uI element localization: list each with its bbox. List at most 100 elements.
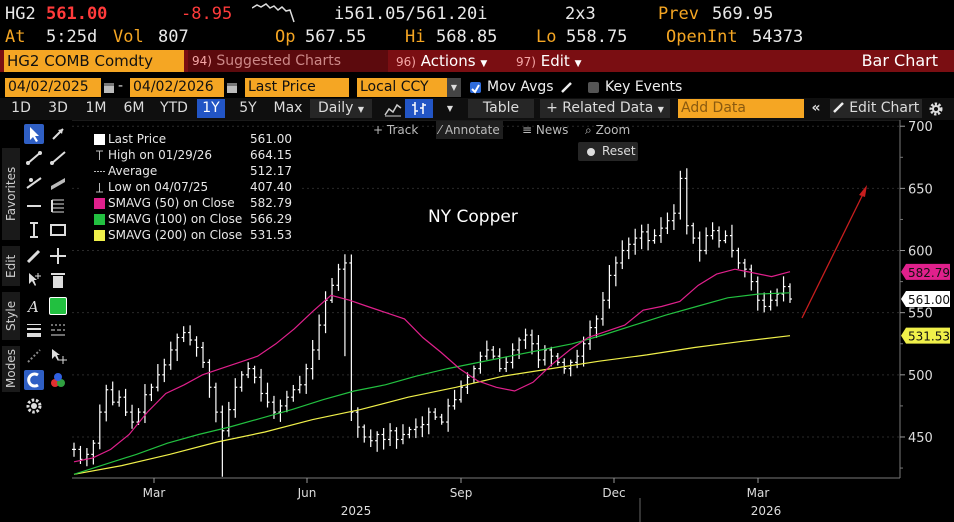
tf-button-1m[interactable]: 1M xyxy=(85,100,107,116)
annotate-label: Annotate xyxy=(444,123,500,137)
start-date-field[interactable]: 04/02/2025 xyxy=(5,78,101,97)
actions-button[interactable]: 96) Actions ▼ xyxy=(392,50,508,72)
calendar-icon[interactable] xyxy=(103,80,115,94)
chevron-down-icon[interactable]: ▼ xyxy=(446,104,454,113)
x-year-label: 2025 xyxy=(341,504,372,518)
zoom-button[interactable]: ⌕ Zoom xyxy=(585,121,630,139)
font-style-button[interactable]: A xyxy=(24,296,44,316)
pencil-icon[interactable] xyxy=(561,81,573,93)
news-button[interactable]: ≡ News xyxy=(522,121,568,139)
trend-line-icon xyxy=(26,151,42,165)
channel-tool[interactable] xyxy=(24,172,44,192)
line-style-button[interactable] xyxy=(48,320,68,340)
gridlines xyxy=(72,125,900,438)
price-bar xyxy=(652,229,657,244)
price-bar xyxy=(729,224,734,258)
drawing-toolbar: Favorites Edit Style Modes A xyxy=(0,120,72,420)
currency-select[interactable]: Local CCY xyxy=(357,78,447,97)
security-input[interactable]: HG2 COMB Comdty xyxy=(4,50,184,72)
cursor-plus-icon xyxy=(29,273,41,286)
rectangle-tool[interactable] xyxy=(48,220,68,240)
trend-arrow[interactable] xyxy=(801,187,867,319)
tab-edit[interactable]: Edit xyxy=(2,246,20,286)
x-year-label: 2026 xyxy=(751,504,782,518)
fibonacci-tool[interactable] xyxy=(48,196,68,216)
end-date-field[interactable]: 04/02/2026 xyxy=(130,78,224,97)
pointer-tool[interactable] xyxy=(24,124,44,144)
chevron-down-icon[interactable]: ▼ xyxy=(447,78,461,97)
tf-button-5y[interactable]: 5Y xyxy=(239,100,257,116)
add-point-tool[interactable] xyxy=(24,270,44,290)
magnet-mode[interactable] xyxy=(48,346,68,366)
key-events-checkbox[interactable] xyxy=(588,82,599,93)
price-tags: 582.79 561.00 531.53 xyxy=(901,263,950,344)
color-picker-swatch[interactable] xyxy=(49,297,67,315)
ray-tool[interactable] xyxy=(48,148,68,168)
trend-line-tool[interactable] xyxy=(24,148,44,168)
tf-button-1d[interactable]: 1D xyxy=(11,100,31,116)
related-data-button[interactable]: + Related Data ▼ xyxy=(540,99,670,118)
draw-tool[interactable] xyxy=(24,246,44,266)
toolbar-settings-button[interactable] xyxy=(24,396,44,416)
legend-label: SMAVG (100) on Close xyxy=(108,212,243,226)
tab-favorites[interactable]: Favorites xyxy=(2,148,20,240)
arrow-diagonal-icon xyxy=(52,128,64,140)
price-bar xyxy=(697,231,702,262)
mov-avgs-checkbox[interactable] xyxy=(470,82,481,94)
price-bar xyxy=(265,382,270,408)
key-events-label[interactable]: Key Events xyxy=(605,79,683,95)
price-bar xyxy=(213,382,218,423)
suggested-charts-button[interactable]: 94) Suggested Charts xyxy=(188,50,388,72)
delete-tool[interactable] xyxy=(48,270,68,290)
price-bar xyxy=(130,404,135,429)
tf-button-1y[interactable]: 1Y xyxy=(197,99,225,118)
chart-annotation[interactable]: NY Copper xyxy=(428,207,518,227)
price-bar xyxy=(465,372,470,394)
edit-chart-button[interactable]: Edit Chart xyxy=(830,99,922,118)
tf-button-ytd[interactable]: YTD xyxy=(160,100,188,116)
tab-modes[interactable]: Modes xyxy=(2,346,20,392)
price-bar xyxy=(542,345,547,366)
snap-mode[interactable] xyxy=(24,370,44,390)
crosshair-icon: + xyxy=(373,123,384,137)
color-mode[interactable] xyxy=(48,370,68,390)
edit-menu-button[interactable]: 97) Edit ▼ xyxy=(512,50,598,72)
volume: 807 xyxy=(158,27,189,47)
edit-label: Edit xyxy=(540,52,570,70)
gear-icon[interactable] xyxy=(928,101,944,117)
line-weight-button[interactable] xyxy=(24,320,44,340)
actions-key: 96) xyxy=(396,55,416,69)
horizontal-line-tool[interactable] xyxy=(24,196,44,216)
mov-avgs-label[interactable]: Mov Avgs xyxy=(487,79,554,95)
add-data-input[interactable]: Add Data xyxy=(678,99,804,118)
legend-value: 512.17 xyxy=(250,164,292,178)
reset-button[interactable]: Reset xyxy=(578,142,638,161)
price-chart[interactable]: 450 500 550 600 650 700 Mar Jun Sep Dec Mar 2025 20… xyxy=(72,120,954,522)
crosshair-mode[interactable] xyxy=(24,346,44,366)
period-select[interactable]: Daily ▼ xyxy=(310,99,372,118)
tf-button-3d[interactable]: 3D xyxy=(48,100,68,116)
chevron-down-icon: ▼ xyxy=(357,105,365,114)
price-bar xyxy=(736,247,741,269)
table-button[interactable]: Table xyxy=(468,99,534,118)
last-price: 561.00 xyxy=(46,4,108,24)
move-tool[interactable] xyxy=(48,246,68,266)
tf-button-6m[interactable]: 6M xyxy=(123,100,145,116)
reset-label: Reset xyxy=(602,144,636,158)
tab-style[interactable]: Style xyxy=(2,292,20,340)
tf-button-max[interactable]: Max xyxy=(273,100,303,116)
line-chart-icon[interactable] xyxy=(384,101,402,117)
annotate-button[interactable]: ⁄ Annotate xyxy=(436,121,503,139)
price-bar xyxy=(297,375,302,394)
chart-legend[interactable]: Last Price 561.00 High on 01/29/26 664.1… xyxy=(82,130,300,244)
parallel-lines-tool[interactable] xyxy=(48,172,68,192)
calendar-icon[interactable] xyxy=(226,80,238,94)
bar-chart-type-button[interactable] xyxy=(405,99,433,118)
track-button[interactable]: + Track xyxy=(373,121,418,139)
collapse-left-icon[interactable]: « xyxy=(811,100,821,116)
y-tick-label: 600 xyxy=(908,245,933,260)
text-tool[interactable] xyxy=(24,220,44,240)
price-tag-box xyxy=(901,291,950,307)
zoom-tool[interactable] xyxy=(48,124,68,144)
price-field-select[interactable]: Last Price xyxy=(245,78,349,97)
